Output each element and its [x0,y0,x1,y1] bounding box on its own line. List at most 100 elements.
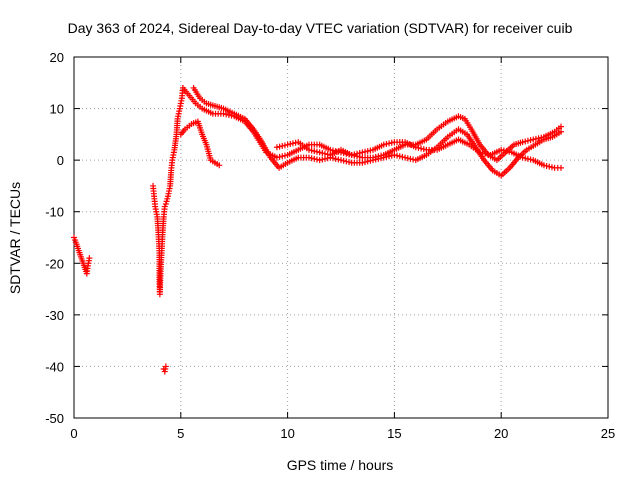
x-tick-label: 15 [387,426,401,441]
data-point [338,157,344,164]
x-tick-label: 20 [494,426,508,441]
data-point [498,146,505,153]
data-point [522,138,529,145]
data-point [359,159,366,166]
data-point [316,149,323,156]
data-point [273,154,280,161]
data-point [524,155,531,162]
data-point [522,155,529,162]
data-point [476,149,483,156]
data-point [319,150,326,157]
data-point [281,142,288,149]
data-point [530,136,537,143]
data-point [319,156,326,163]
data-point [354,150,361,157]
x-tick-label: 5 [177,426,184,441]
data-point [380,154,387,161]
data-point [220,110,227,117]
data-point [367,157,374,164]
data-point [335,156,342,163]
data-point [367,147,374,154]
series-sat-track-1 [71,234,93,277]
data-layer [71,84,565,375]
data-point [332,155,339,162]
y-axis-label: SDTVAR / TECUs [7,182,23,294]
data-point [292,139,299,146]
data-point [225,112,232,119]
data-point [479,150,486,157]
data-point [364,158,371,165]
data-point [370,157,377,164]
x-axis-label: GPS time / hours [287,457,394,473]
x-tick-label: 0 [70,426,77,441]
data-point [351,151,358,158]
data-point [356,150,363,157]
data-point [216,162,223,169]
y-tick-label: -10 [45,205,64,220]
data-point [394,152,401,159]
data-point [527,156,534,163]
data-point [276,143,283,150]
data-point [404,155,411,162]
data-point [308,147,315,154]
data-point [86,255,93,262]
data-point [305,146,312,153]
data-point [372,156,379,163]
data-point [313,156,320,163]
data-point [279,153,286,160]
data-point [378,155,385,162]
data-point [308,155,315,162]
data-point [281,152,288,159]
data-point [415,144,422,151]
data-point [284,141,291,148]
y-tick-label: 0 [57,153,64,168]
data-point [348,151,355,158]
data-point [548,164,555,171]
data-point [546,163,553,170]
data-point [316,157,323,164]
y-tick-label: -20 [45,256,64,271]
data-point [503,148,510,155]
y-tick-label: 10 [50,102,64,117]
series-sat-track-5 [190,84,565,179]
data-point [359,149,366,156]
ticks-layer [73,56,609,419]
data-point [412,144,419,151]
data-point [543,162,550,169]
data-point [162,363,169,370]
data-point [305,154,312,161]
data-point [279,142,286,149]
data-point [535,135,542,142]
data-point [391,151,398,158]
data-point [519,154,526,161]
data-point [386,140,393,147]
data-point [540,162,547,169]
data-point [386,153,393,160]
data-point [364,148,371,155]
plot-frame [73,56,609,419]
data-point [396,153,403,160]
data-point [311,155,318,162]
data-point [399,153,406,160]
data-point [506,148,513,155]
data-point [273,144,280,151]
y-tick-label: 20 [50,50,64,65]
data-point [418,145,425,152]
data-point [388,139,395,146]
data-point [311,148,318,155]
data-point [383,153,390,160]
data-point [500,147,507,154]
data-point [380,141,387,148]
data-point [482,150,489,157]
data-point [388,152,395,159]
data-point [289,140,296,147]
data-point [276,153,283,160]
data-point [532,135,539,142]
data-point [558,128,565,135]
data-point [327,146,334,153]
data-point [407,155,414,162]
data-point [362,148,369,155]
series-sat-track-6 [177,118,223,169]
data-point [558,123,565,130]
